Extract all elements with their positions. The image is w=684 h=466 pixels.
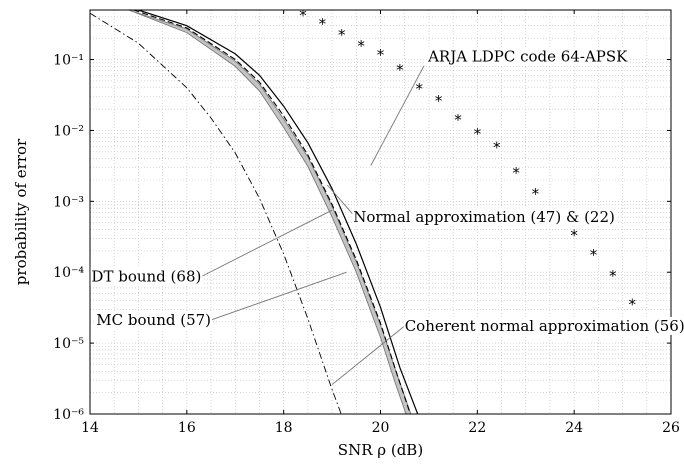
grid-lines: [90, 10, 671, 414]
y-tick-label: 10⁻⁴: [53, 265, 84, 281]
y-tick-label: 10⁻²: [53, 123, 84, 139]
data-point-marker: *: [396, 61, 404, 79]
series-line-dashdot: [90, 12, 342, 414]
x-tick-label: 20: [372, 420, 390, 436]
annotation-text-background: [352, 208, 616, 227]
data-point-marker: *: [377, 46, 385, 64]
annotation-leader-line: [331, 325, 405, 385]
data-point-marker: *: [454, 111, 462, 129]
x-tick-label: 16: [178, 420, 196, 436]
data-point-marker: *: [609, 267, 617, 285]
data-point-marker: *: [570, 227, 578, 245]
annotation-label: ARJA LDPC code 64-APSK: [427, 48, 628, 66]
data-point-marker: *: [512, 164, 520, 182]
y-tick-label: 10⁻⁶: [53, 407, 84, 423]
annotation-leader-line: [370, 65, 425, 166]
data-point-marker: *: [474, 125, 482, 143]
axis-ticks: 14 16 18 20 22 24 26 10⁻⁶ 10⁻⁵ 10⁻⁴ 10⁻³ 10⁻² 10⁻¹: [53, 10, 680, 436]
x-tick-label: 26: [662, 420, 680, 436]
data-point-marker: *: [435, 92, 443, 110]
annotations: ARJA LDPC code 64-APSK Normal approximati…: [90, 47, 684, 385]
y-tick-label: 10⁻³: [53, 194, 84, 210]
data-point-marker: *: [299, 7, 307, 25]
data-point-marker: *: [629, 296, 637, 314]
annotation-label: Coherent normal approximation (56): [405, 317, 684, 335]
annotation-label: MC bound (57): [96, 311, 211, 329]
data-point-marker: *: [493, 139, 501, 157]
annotation-text-background: [403, 316, 684, 335]
x-axis-label: SNR ρ (dB): [338, 441, 423, 459]
data-point-marker: *: [319, 15, 327, 33]
x-tick-label: 22: [468, 420, 486, 436]
annotation-leader-line: [326, 184, 357, 219]
series-line-mc-bound: [128, 10, 407, 414]
data-point-marker: *: [415, 80, 423, 98]
y-tick-label: 10⁻¹: [53, 53, 84, 69]
annotation-label: Normal approximation (47) & (22): [353, 208, 615, 226]
data-point-marker: *: [590, 246, 598, 264]
data-point-marker: *: [338, 26, 346, 44]
y-axis-label: probability of error: [12, 138, 30, 285]
annotation-text-background: [90, 267, 203, 286]
series-line-normal-approximation: [138, 10, 419, 414]
annotation-text-background: [95, 310, 213, 329]
data-point-marker: *: [357, 37, 365, 55]
annotation-label: DT bound (68): [91, 268, 201, 286]
annotation-leader-line: [201, 209, 333, 277]
annotation-leader-line: [210, 271, 347, 321]
x-tick-label: 18: [275, 420, 293, 436]
y-tick-label: 10⁻⁵: [53, 336, 84, 352]
annotation-text-background: [426, 47, 630, 66]
data-point-marker: *: [532, 185, 540, 203]
x-tick-label: 14: [81, 420, 99, 436]
x-tick-label: 24: [565, 420, 583, 436]
